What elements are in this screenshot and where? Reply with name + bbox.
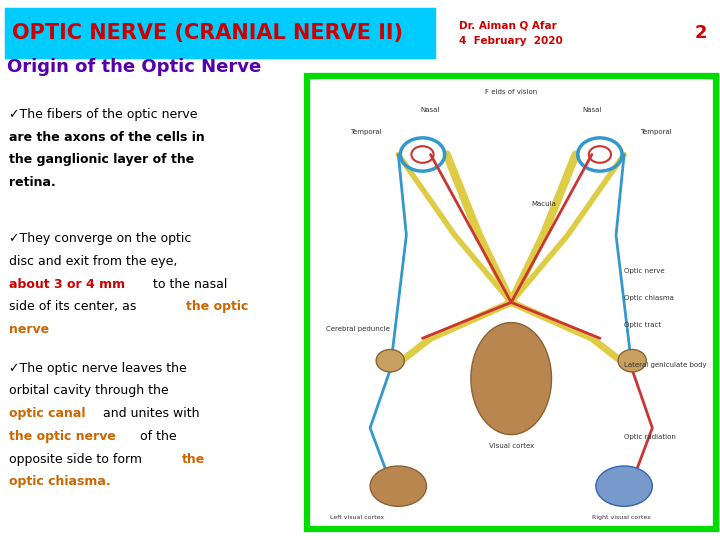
Text: nerve: nerve [9,323,49,336]
Ellipse shape [618,349,647,372]
Text: are the axons of the cells in: are the axons of the cells in [9,131,204,144]
Text: the: the [182,453,205,465]
Text: the optic: the optic [186,300,249,313]
Bar [310,78,713,526]
Text: OPTIC NERVE (CRANIAL NERVE II): OPTIC NERVE (CRANIAL NERVE II) [12,23,402,43]
Text: ✓The fibers of the optic nerve: ✓The fibers of the optic nerve [9,108,197,121]
Text: opposite side to form: opposite side to form [9,453,145,465]
Bar [6,9,434,57]
Text: to the nasal: to the nasal [149,278,228,291]
Ellipse shape [596,466,652,507]
Text: Macula: Macula [531,201,557,207]
Text: ✓They converge on the optic: ✓They converge on the optic [9,232,191,245]
Bar [310,78,713,526]
Text: Nasal: Nasal [582,107,601,113]
Text: Optic tract: Optic tract [624,322,661,328]
Text: Temporal: Temporal [640,129,672,135]
Bar [307,76,716,529]
Text: optic canal: optic canal [9,407,85,420]
Text: Optic chiasma: Optic chiasma [624,295,674,301]
Text: Optic radiation: Optic radiation [624,434,676,440]
Ellipse shape [471,322,552,435]
Text: Lateral geniculate body: Lateral geniculate body [624,362,707,368]
Text: 2: 2 [695,24,707,43]
Text: Cerebral peduncle: Cerebral peduncle [325,326,390,332]
Text: the ganglionic layer of the: the ganglionic layer of the [9,153,194,166]
Text: about 3 or 4 mm: about 3 or 4 mm [9,278,125,291]
Text: Visual cortex: Visual cortex [489,443,534,449]
Text: disc and exit from the eye,: disc and exit from the eye, [9,255,177,268]
Text: retina.: retina. [9,176,55,189]
Text: Optic nerve: Optic nerve [624,268,665,274]
Text: Nasal: Nasal [421,107,440,113]
Ellipse shape [370,466,426,507]
Text: side of its center, as: side of its center, as [9,300,140,313]
Text: and unites with: and unites with [99,407,200,420]
Text: of the: of the [136,430,176,443]
Text: ✓The optic nerve leaves the: ✓The optic nerve leaves the [9,362,186,375]
Text: Dr. Aiman Q Afar: Dr. Aiman Q Afar [459,21,557,31]
Text: Origin of the Optic Nerve: Origin of the Optic Nerve [7,58,261,77]
Text: Left visual cortex: Left visual cortex [330,515,384,520]
Text: Temporal: Temporal [350,129,382,135]
Text: optic chiasma.: optic chiasma. [9,475,110,488]
Text: 4  February  2020: 4 February 2020 [459,36,563,46]
Ellipse shape [376,349,405,372]
Text: F elds of vision: F elds of vision [485,89,537,94]
Text: orbital cavity through the: orbital cavity through the [9,384,168,397]
Text: Right visual cortex: Right visual cortex [592,515,651,520]
Text: the optic nerve: the optic nerve [9,430,115,443]
